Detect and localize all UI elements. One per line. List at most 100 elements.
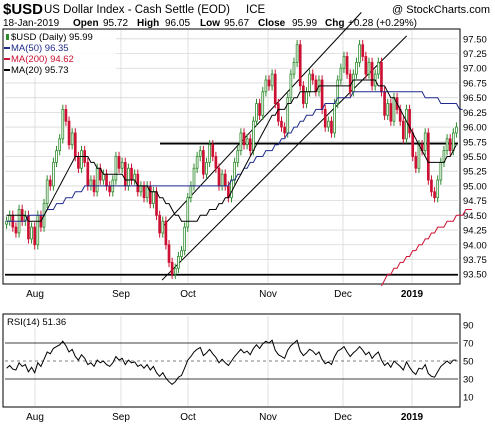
candle-body (120, 161, 124, 169)
candle-body (417, 144, 421, 169)
candle-body (252, 120, 255, 152)
candle-body (55, 150, 58, 163)
legend-box (4, 30, 116, 77)
candle-body (311, 73, 315, 81)
candle-body (58, 138, 62, 152)
candle-body (77, 156, 80, 169)
price-tick-label: 97.00 (463, 64, 487, 75)
price-tick-label: 96.50 (463, 93, 487, 104)
candle-body (189, 185, 193, 199)
candle-body (177, 256, 180, 269)
candle-body (436, 179, 440, 199)
candle-body (339, 67, 343, 81)
legend-ma20: MA(20) 95.73 (11, 65, 69, 76)
candle-body (61, 109, 65, 140)
candle-body (286, 97, 290, 134)
candle-body (392, 97, 396, 122)
x-tick-label: Dec (334, 289, 352, 300)
candle-body (320, 79, 324, 110)
price-tick-label: 94.75 (463, 196, 487, 207)
legend: $USD (Daily) 95.99 MA(50) 96.35 MA(200) … (4, 30, 116, 77)
candle-body (123, 161, 127, 187)
candle-body (330, 120, 333, 134)
price-tick-label: 97.25 (463, 49, 487, 60)
price-tick-label: 94.00 (463, 240, 487, 251)
candle-body (345, 56, 349, 75)
rsi-tick-label: 50 (463, 357, 474, 368)
price-tick-label: 94.25 (463, 226, 487, 237)
rsi-line (6, 339, 457, 386)
candle-body (255, 103, 258, 122)
candle-body (336, 79, 340, 104)
candle-body (105, 173, 108, 187)
candle-body (426, 132, 430, 181)
candle-body (127, 167, 130, 187)
candle-body (117, 156, 121, 169)
legend-ma200: MA(200) 94.62 (11, 54, 74, 65)
candle-body (95, 167, 99, 193)
candle-body (133, 173, 136, 181)
candle-body (89, 179, 93, 187)
candle-body (139, 185, 143, 193)
price-tick-label: 93.75 (463, 255, 487, 266)
candle-body (52, 161, 55, 187)
candle-body (270, 73, 274, 87)
candle-body (411, 132, 415, 157)
chg-label: Chg (325, 18, 344, 29)
candle-body (370, 61, 374, 87)
candle-body (439, 161, 443, 181)
candle-body (236, 150, 240, 163)
candle-body (183, 226, 186, 252)
rsi-x-tick-label: Nov (259, 412, 277, 423)
candle-body (73, 132, 77, 157)
trend-channel-upper (161, 12, 362, 228)
candle-body (405, 109, 408, 140)
candle-body (414, 156, 418, 169)
candle-body (376, 61, 380, 75)
rsi-x-tick-label: Oct (180, 412, 196, 423)
candle-body (205, 161, 208, 175)
candle-body (70, 132, 74, 146)
candle-body (386, 103, 390, 116)
x-tick-label: Oct (180, 289, 196, 300)
candle-body (283, 126, 286, 134)
x-tick-label: Aug (26, 289, 44, 300)
price-tick-label: 95.25 (463, 167, 487, 178)
candle-body (277, 103, 280, 122)
candle-body (258, 103, 261, 116)
candle-body (186, 197, 190, 228)
x-tick-label: Sep (112, 289, 130, 300)
candle-body (223, 173, 227, 187)
candle-body (164, 220, 168, 246)
watermark: @ StockCharts.com (392, 4, 490, 16)
symbol-title: $USD (3, 1, 43, 18)
candle-body (401, 120, 405, 140)
candle-body (198, 150, 202, 157)
price-tick-label: 97.50 (463, 34, 487, 45)
candle-body (261, 91, 265, 116)
candle-body (108, 185, 111, 193)
candle-body (298, 44, 302, 87)
candle-body (67, 120, 71, 146)
candle-body (327, 120, 330, 128)
candle-body (64, 109, 68, 122)
instrument-name: US Dollar Index - Cash Settle (EOD) (44, 4, 230, 16)
candle-body (217, 167, 221, 187)
candle-body (445, 138, 449, 152)
candle-body (451, 132, 455, 152)
rsi-x-tick-label: 2019 (401, 412, 424, 423)
price-tick-label: 95.75 (463, 137, 487, 148)
candle-body (242, 132, 246, 146)
x-tick-label: Nov (259, 289, 277, 300)
candle-body (170, 262, 174, 275)
low-value: 95.67 (224, 18, 249, 29)
rsi-tick-label: 30 (463, 375, 474, 386)
price-tick-label: 96.00 (463, 123, 487, 134)
price-tick-label: 95.00 (463, 181, 487, 192)
open-label: Open (73, 18, 99, 29)
candle-body (148, 185, 152, 204)
candle-body (389, 103, 393, 122)
candle-body (102, 173, 105, 181)
candle-body (302, 85, 305, 104)
candle-body (280, 120, 283, 128)
